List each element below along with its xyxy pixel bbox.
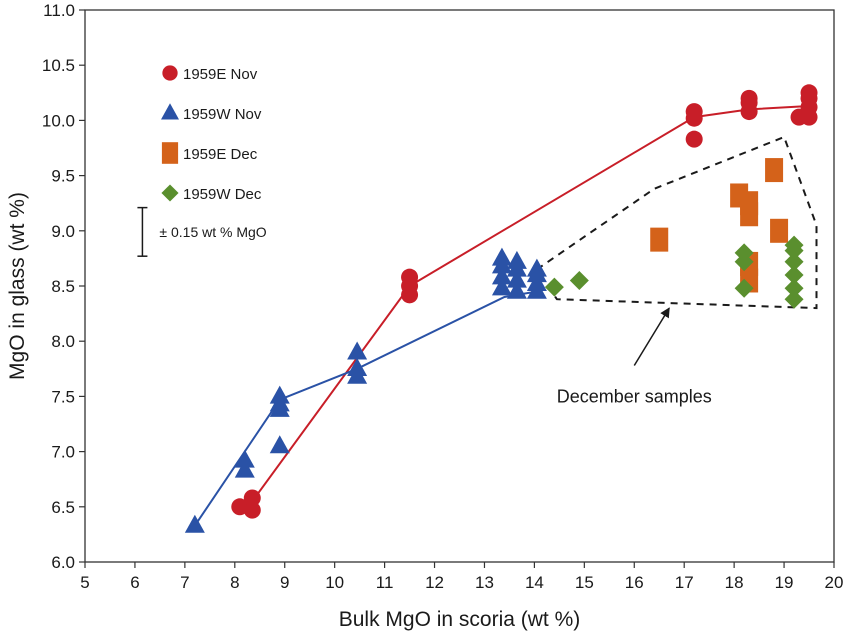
y-tick-label-5: 8.5 <box>51 277 75 296</box>
x-tick-label-15: 20 <box>825 573 844 592</box>
point-series-0-16 <box>800 84 818 102</box>
december-region-outline <box>535 135 818 310</box>
x-tick-label-14: 19 <box>775 573 794 592</box>
x-axis-title: Bulk MgO in scoria (wt %) <box>339 608 581 631</box>
legend-marker-1 <box>161 103 179 120</box>
x-tick-label-1: 6 <box>130 573 139 592</box>
y-tick-label-4: 8.0 <box>51 332 75 351</box>
x-tick-label-13: 18 <box>725 573 744 592</box>
point-series-1-0 <box>184 514 205 533</box>
x-tick-label-12: 17 <box>675 573 694 592</box>
x-tick-label-4: 9 <box>280 573 289 592</box>
point-series-1-17 <box>506 250 527 269</box>
x-tick-label-11: 16 <box>625 573 644 592</box>
point-series-2-3 <box>740 202 759 227</box>
point-series-3-2 <box>734 278 754 298</box>
point-series-1-13 <box>491 247 512 266</box>
point-series-1-10 <box>491 277 512 296</box>
x-tick-label-9: 14 <box>525 573 544 592</box>
legend-marker-0 <box>162 65 178 81</box>
point-series-0-2 <box>243 489 261 507</box>
point-series-1-3 <box>269 435 290 454</box>
point-series-1-14 <box>506 280 527 299</box>
point-series-0-6 <box>685 130 703 148</box>
y-tick-label-9: 10.5 <box>42 56 75 75</box>
x-tick-label-10: 15 <box>575 573 594 592</box>
point-series-3-1 <box>569 270 589 290</box>
error-bar-label: ± 0.15 wt % MgO <box>159 224 266 240</box>
y-tick-label-0: 6.0 <box>51 553 75 572</box>
x-tick-label-5: 10 <box>325 573 344 592</box>
plot-area-frame <box>84 9 835 563</box>
y-tick-label-6: 9.0 <box>51 222 75 241</box>
point-series-0-11 <box>740 89 758 107</box>
axes: 5 6 7 8 9 10 11 12 13 14 15 16 17 18 19 20 6.0 6.5 7.0 7.5 8… <box>6 1 843 631</box>
x-tick-label-7: 12 <box>425 573 444 592</box>
point-series-0-1 <box>243 501 261 519</box>
y-axis-title: MgO in glass (wt %) <box>6 192 29 380</box>
x-tick-label-2: 7 <box>180 573 189 592</box>
x-tick-label-3: 8 <box>230 573 239 592</box>
point-series-3-5 <box>784 289 804 309</box>
point-series-1-8 <box>347 358 368 376</box>
point-series-3-10 <box>784 235 804 255</box>
point-series-2-7 <box>765 158 784 183</box>
y-tick-label-10: 11.0 <box>43 1 75 20</box>
y-tick-label-7: 9.5 <box>51 167 75 186</box>
y-tick-label-8: 10.0 <box>42 111 75 130</box>
legend-label-0: 1959E Nov <box>183 66 258 83</box>
point-series-3-4 <box>734 243 754 263</box>
legend-marker-2 <box>161 142 179 164</box>
point-series-1-6 <box>269 385 290 404</box>
legend-label-2: 1959E Dec <box>183 146 258 163</box>
point-series-3-7 <box>784 265 804 285</box>
y-tick-label-1: 6.5 <box>51 498 75 517</box>
point-series-3-6 <box>784 278 804 298</box>
point-series-2-6 <box>770 218 789 243</box>
point-series-3-8 <box>784 252 804 272</box>
x-tick-label-0: 5 <box>80 573 89 592</box>
x-tick-label-8: 13 <box>475 573 494 592</box>
legend-marker-3 <box>161 184 179 202</box>
legend-label-1: 1959W Nov <box>183 106 262 123</box>
point-series-2-0 <box>650 227 669 252</box>
point-series-1-2 <box>234 449 255 468</box>
y-tick-label-3: 7.5 <box>51 387 75 406</box>
point-series-1-11 <box>491 266 512 285</box>
point-series-1-1 <box>234 459 255 478</box>
legend: 1959E Nov 1959W Nov 1959E Dec 1959W Dec <box>161 65 262 203</box>
x-tick-label-6: 11 <box>376 573 394 592</box>
legend-label-3: 1959W Dec <box>183 186 262 203</box>
point-series-3-0 <box>544 277 564 297</box>
december-arrow <box>633 307 670 366</box>
december-region: December samples <box>535 135 818 406</box>
data-points <box>184 84 818 533</box>
annotations: ± 0.15 wt % MgO <box>137 206 267 257</box>
y-tick-label-2: 7.0 <box>51 443 75 462</box>
point-series-1-15 <box>506 269 527 288</box>
december-label: December samples <box>557 386 712 406</box>
point-series-1-21 <box>526 258 547 277</box>
point-series-1-9 <box>347 341 368 360</box>
point-series-0-5 <box>401 268 419 286</box>
point-series-0-8 <box>685 103 703 121</box>
